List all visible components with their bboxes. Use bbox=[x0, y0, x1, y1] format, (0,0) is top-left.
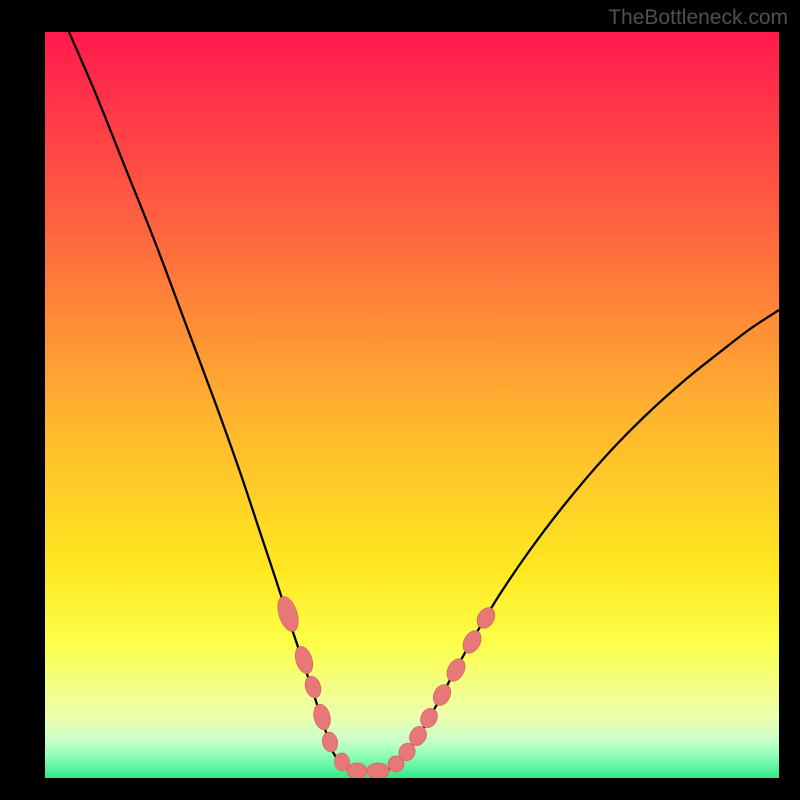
data-marker bbox=[320, 730, 339, 753]
data-marker bbox=[459, 628, 484, 657]
data-marker bbox=[274, 594, 302, 634]
chart-svg bbox=[45, 32, 779, 778]
data-marker bbox=[443, 656, 468, 685]
data-marker bbox=[367, 763, 389, 778]
data-marker bbox=[302, 674, 323, 700]
data-marker bbox=[347, 763, 367, 778]
bottleneck-curve bbox=[69, 32, 779, 772]
data-marker bbox=[311, 702, 333, 731]
data-marker bbox=[474, 604, 499, 631]
data-marker bbox=[292, 644, 316, 676]
data-marker bbox=[430, 682, 454, 709]
watermark-text: TheBottleneck.com bbox=[608, 6, 788, 30]
